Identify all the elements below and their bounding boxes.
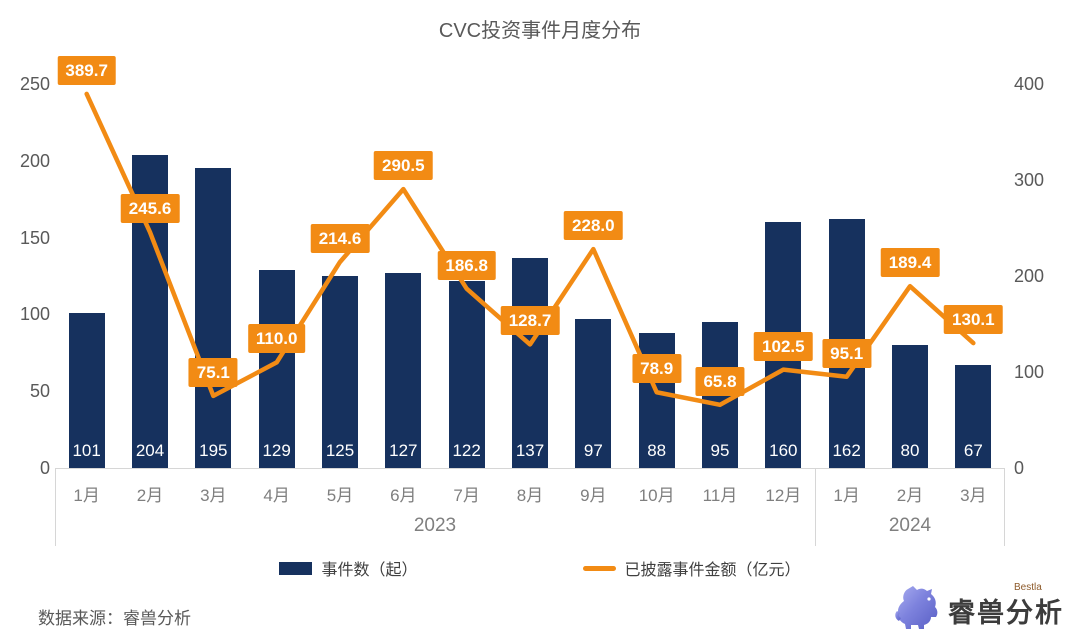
month-label: 4月 (263, 486, 290, 505)
bar (955, 365, 992, 468)
line-value-label: 189.4 (880, 248, 940, 278)
bestla-logo: 睿兽分析 Bestla (893, 580, 1075, 636)
bar (892, 345, 928, 468)
right-y-axis: 0 100 200 300 400 (1014, 0, 1074, 560)
left-axis-tick: 50 (29, 381, 50, 402)
year-label: 2024 (888, 515, 932, 536)
month-label: 10月 (638, 486, 675, 505)
bar-value-label: 122 (452, 441, 481, 460)
bar-value-label: 129 (262, 441, 291, 460)
month-label: 1月 (833, 486, 860, 505)
legend-item-amount: 已披露事件金额（亿元） (582, 556, 801, 580)
line-value-label: 75.1 (188, 357, 238, 387)
left-y-axis: 0 50 100 150 200 250 (0, 0, 50, 560)
bar (575, 319, 612, 468)
amount-line (84, 91, 976, 408)
left-axis-tick: 100 (19, 304, 50, 325)
line-value-label: 95.1 (822, 338, 872, 368)
line-value-label: 214.6 (310, 223, 370, 253)
legend-events-label: 事件数（起） (321, 562, 418, 579)
legend: 事件数（起） 已披露事件金额（亿元） (0, 556, 1080, 580)
line-value-label: 186.8 (437, 250, 496, 280)
line-series-swatch (582, 565, 616, 571)
chart-title: CVC投资事件月度分布 (438, 20, 642, 42)
bar-value-label: 101 (72, 441, 101, 460)
axis-divider (815, 469, 816, 546)
bar-value-label: 195 (199, 441, 228, 460)
month-label: 12月 (765, 486, 802, 505)
line-value-label: 245.6 (120, 194, 180, 224)
line-value-label: 110.0 (247, 324, 306, 354)
line-value-label: 130.1 (944, 305, 1003, 335)
line-value-label: 128.7 (500, 306, 560, 336)
bar-value-label: 125 (325, 441, 355, 460)
left-axis-tick: 150 (19, 227, 50, 248)
right-axis-tick: 400 (1014, 74, 1045, 94)
data-source-note: 数据来源：睿兽分析 (38, 609, 191, 628)
right-axis-tick: 300 (1014, 170, 1045, 190)
left-axis-tick: 0 (39, 458, 50, 478)
bar (322, 276, 358, 468)
legend-amount-label: 已披露事件金额（亿元） (624, 562, 801, 579)
line-value-label: 290.5 (374, 151, 433, 181)
plot-area: 101 204 195 129 125 127 122 137 97 88 95 160 162 80 67… (55, 55, 1005, 468)
bar (195, 168, 232, 468)
month-label: 5月 (326, 486, 354, 505)
bar-value-label: 204 (135, 441, 165, 460)
bar-value-label: 88 (647, 441, 667, 460)
line-value-label: 65.8 (695, 366, 745, 396)
line-value-label: 389.7 (57, 55, 116, 85)
bar-value-label: 160 (769, 441, 798, 460)
month-label: 7月 (453, 486, 480, 505)
bar-value-label: 97 (583, 441, 603, 460)
axis-divider (55, 469, 56, 546)
bar-value-label: 95 (710, 441, 730, 460)
line-value-label: 228.0 (564, 211, 623, 241)
right-axis-tick: 100 (1014, 362, 1045, 382)
left-axis-tick: 250 (19, 74, 50, 94)
bar (68, 312, 105, 468)
month-label: 3月 (200, 486, 227, 505)
bar-value-label: 80 (900, 441, 920, 460)
line-value-label: 78.9 (632, 354, 682, 384)
line-value-label: 102.5 (754, 331, 813, 361)
month-label: 9月 (580, 486, 607, 505)
month-label: 6月 (390, 486, 417, 505)
bar (448, 280, 485, 468)
month-label: 1月 (73, 486, 100, 505)
axis-divider (1004, 469, 1005, 546)
month-label: 2月 (896, 486, 924, 505)
bar-series-swatch (279, 561, 313, 575)
legend-item-events: 事件数（起） (279, 556, 418, 580)
month-label: 2月 (136, 486, 164, 505)
logo-subtext: Bestla (1014, 582, 1042, 593)
bar-value-label: 137 (515, 441, 545, 460)
left-axis-tick: 200 (19, 150, 50, 171)
month-label: 11月 (702, 486, 738, 505)
x-axis: 2023 2024 1月 2月 3月 4月 5月 6月 7月 8月 9月 10月 11月 12月 1月 2月 3… (55, 468, 1005, 547)
bar (512, 257, 548, 468)
bestla-beast-icon (895, 586, 938, 629)
year-label: 2023 (413, 515, 457, 536)
right-axis-tick: 0 (1014, 458, 1025, 478)
bar (385, 272, 422, 468)
bar-value-label: 67 (963, 441, 983, 460)
logo-text: 睿兽分析 (948, 598, 1064, 628)
bar-value-label: 127 (389, 441, 418, 460)
month-label: 3月 (960, 486, 987, 505)
month-label: 8月 (516, 486, 544, 505)
right-axis-tick: 200 (1014, 266, 1045, 286)
bar-value-label: 162 (832, 441, 861, 460)
